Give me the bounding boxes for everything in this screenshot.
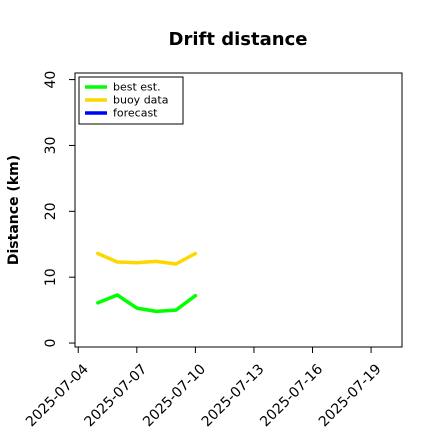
chart-title: Drift distance xyxy=(169,29,308,50)
x-tick-label: 2025-07-19 xyxy=(316,361,385,430)
series-layer xyxy=(96,251,198,314)
y-tick-label: 0 xyxy=(43,339,59,348)
y-axis-label: Distance (km) xyxy=(6,155,22,265)
x-axis: 2025-07-042025-07-072025-07-102025-07-13… xyxy=(23,347,385,430)
series-line-best-est- xyxy=(96,293,198,314)
y-tick-label: 20 xyxy=(43,202,59,220)
y-axis: 0 10 20 30 40 xyxy=(43,71,75,348)
legend-box xyxy=(78,76,184,125)
y-tick-label: 30 xyxy=(43,137,59,155)
legend-label: forecast xyxy=(113,107,158,120)
series-line-buoy-data xyxy=(96,251,198,266)
y-tick-label: 40 xyxy=(43,71,59,89)
plot-area-frame xyxy=(74,72,403,348)
y-tick-label: 10 xyxy=(43,268,59,286)
legend-label: buoy data xyxy=(113,94,168,107)
legend-label: best est. xyxy=(113,81,161,94)
